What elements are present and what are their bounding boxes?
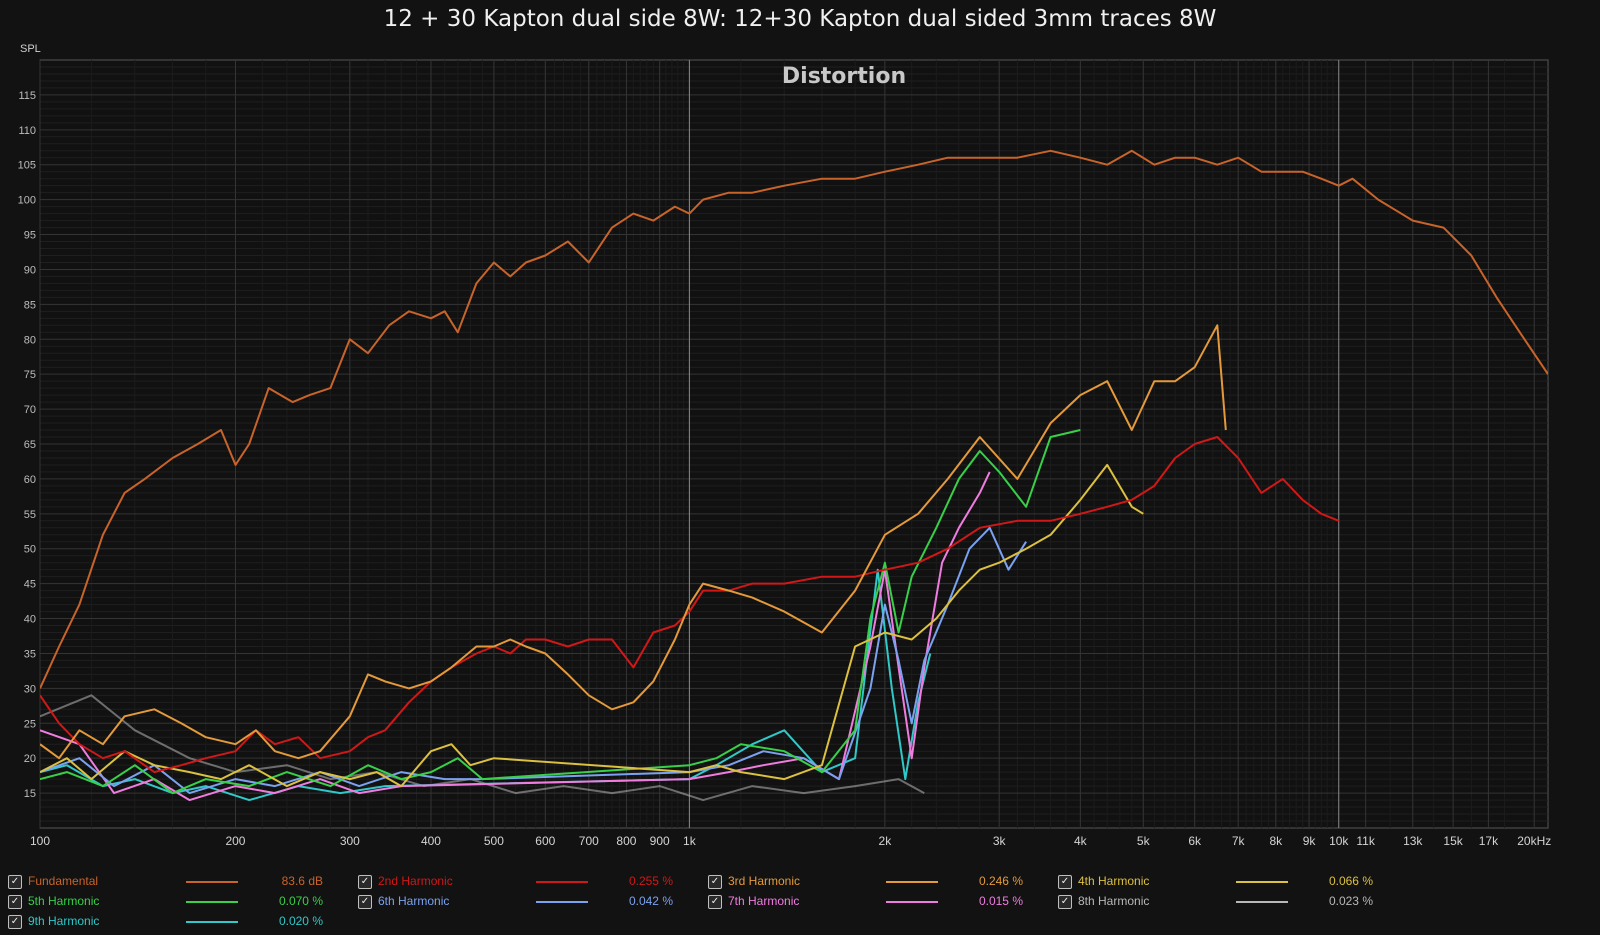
y-tick-label: 35 (24, 648, 36, 660)
x-tick-label: 5k (1137, 834, 1151, 848)
legend-checkbox[interactable]: ✓ (358, 875, 372, 889)
legend-checkbox[interactable]: ✓ (8, 915, 22, 929)
plot-title: Distortion (782, 64, 906, 89)
x-tick-label: 200 (225, 834, 245, 848)
x-tick-label: 100 (30, 834, 50, 848)
legend-checkbox[interactable]: ✓ (358, 895, 372, 909)
y-tick-label: 75 (24, 369, 36, 381)
y-tick-label: 30 (24, 683, 36, 695)
legend-checkbox[interactable]: ✓ (8, 895, 22, 909)
x-tick-label: 11k (1356, 834, 1375, 848)
legend-swatch (886, 881, 938, 883)
legend-series-name: Fundamental (28, 874, 99, 888)
x-tick-label: 17k (1479, 834, 1499, 848)
y-tick-label: 65 (24, 439, 36, 451)
series-line-6th-harmonic (40, 526, 1027, 795)
legend-checkbox[interactable]: ✓ (1058, 875, 1072, 889)
legend-checkbox[interactable]: ✓ (1058, 895, 1072, 909)
y-tick-label: 80 (24, 334, 36, 346)
legend-swatch (1236, 881, 1288, 883)
x-tick-label: 4k (1074, 834, 1088, 848)
x-tick-label: 7k (1232, 834, 1246, 848)
y-tick-label: 25 (24, 718, 36, 730)
legend-series-name: 9th Harmonic (28, 914, 100, 928)
x-tick-label: 500 (484, 834, 504, 848)
x-tick-label: 20kHz (1517, 834, 1551, 848)
y-tick-label: 15 (24, 788, 36, 800)
x-tick-label: 10k (1329, 834, 1349, 848)
legend-swatch (186, 901, 238, 903)
series-line-7th-harmonic (40, 471, 991, 802)
legend-swatch (1236, 901, 1288, 903)
legend-value: 83.6 dB (281, 874, 323, 888)
x-tick-label: 300 (340, 834, 360, 848)
legend-swatch (536, 901, 588, 903)
x-tick-label: 6k (1188, 834, 1202, 848)
legend-checkbox[interactable]: ✓ (708, 875, 722, 889)
legend-value: 0.020 % (278, 914, 323, 928)
x-tick-label: 8k (1269, 834, 1283, 848)
series-line-4th-harmonic (40, 463, 1144, 788)
legend-value: 0.023 % (1328, 894, 1373, 908)
series-line-3rd-harmonic (40, 324, 1227, 760)
legend-value: 0.255 % (628, 874, 673, 888)
legend: ✓ Fundamental 83.6 dB ✓ 2nd Harmonic 0.255 % ✓… (0, 872, 1600, 935)
x-axis: 100 200 300 400 500 600 700 800 900 1k 2k 3k 4k 5k 6k 7… (30, 60, 1551, 848)
legend-checkbox[interactable]: ✓ (708, 895, 722, 909)
y-axis-label: SPL (20, 43, 41, 55)
x-tick-label: 2k (879, 834, 893, 848)
series-line-fundamental (40, 149, 1548, 689)
legend-swatch (886, 901, 938, 903)
legend-swatch (186, 881, 238, 883)
legend-series-name: 2nd Harmonic (378, 874, 453, 888)
y-tick-label: 90 (24, 264, 36, 276)
legend-value: 0.042 % (628, 894, 673, 908)
y-tick-label: 40 (24, 614, 36, 626)
y-tick-label: 110 (18, 125, 36, 137)
series-line-5th-harmonic (40, 429, 1081, 795)
legend-series-name: 3rd Harmonic (728, 874, 801, 888)
y-tick-label: 60 (24, 474, 36, 486)
x-tick-label: 13k (1403, 834, 1423, 848)
chart-title: 12 + 30 Kapton dual side 8W: 12+30 Kapto… (383, 6, 1217, 32)
legend-value: 0.246 % (978, 874, 1023, 888)
legend-series-name: 7th Harmonic (728, 894, 800, 908)
x-tick-label: 800 (616, 834, 636, 848)
legend-series-name: 4th Harmonic (1078, 874, 1150, 888)
x-tick-label: 9k (1303, 834, 1317, 848)
legend-swatch (536, 881, 588, 883)
y-tick-label: 50 (24, 544, 36, 556)
series-group (40, 149, 1548, 802)
y-tick-label: 55 (24, 509, 36, 521)
x-tick-label: 600 (535, 834, 555, 848)
y-tick-label: 20 (24, 753, 36, 765)
x-tick-label: 400 (421, 834, 441, 848)
x-tick-label: 15k (1443, 834, 1463, 848)
y-tick-label: 45 (24, 579, 36, 591)
y-tick-label: 105 (18, 160, 36, 172)
legend-series-name: 6th Harmonic (378, 894, 450, 908)
y-tick-label: 100 (18, 195, 36, 207)
y-tick-label: 70 (24, 404, 36, 416)
legend-swatch (186, 921, 238, 923)
plot-area: 15 20 25 30 35 40 45 50 55 60 65 70 75 80 85 90 95 100 105… (18, 43, 1552, 848)
legend-series-name: 5th Harmonic (28, 894, 100, 908)
legend-series-name: 8th Harmonic (1078, 894, 1150, 908)
y-tick-label: 95 (24, 230, 36, 242)
legend-value: 0.066 % (1328, 874, 1373, 888)
x-tick-label: 3k (993, 834, 1007, 848)
x-tick-label: 1k (683, 834, 697, 848)
y-tick-label: 115 (18, 90, 36, 102)
x-tick-label: 900 (650, 834, 670, 848)
y-tick-label: 85 (24, 299, 36, 311)
legend-value: 0.070 % (278, 894, 323, 908)
y-axis: 15 20 25 30 35 40 45 50 55 60 65 70 75 80 85 90 95 100 105… (18, 43, 1548, 800)
legend-value: 0.015 % (978, 894, 1023, 908)
x-tick-label: 700 (579, 834, 599, 848)
legend-checkbox[interactable]: ✓ (8, 875, 22, 889)
